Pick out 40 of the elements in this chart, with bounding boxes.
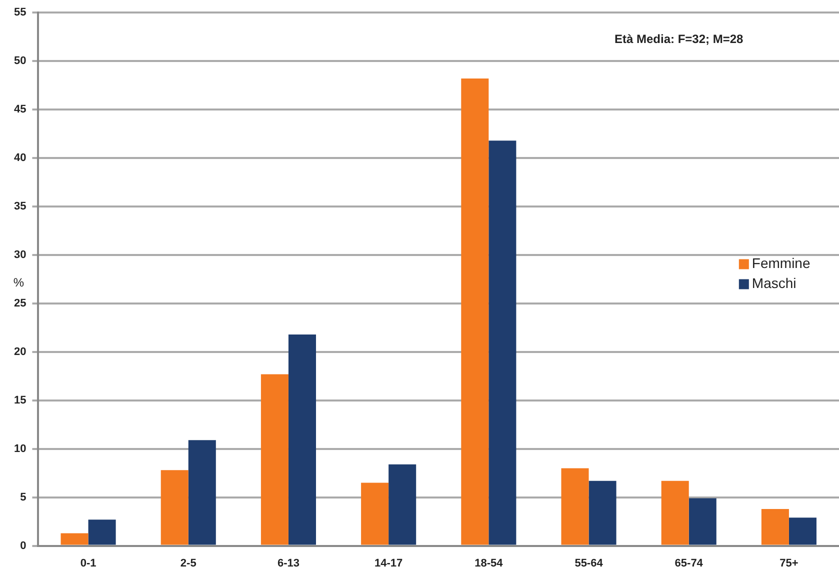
legend-label: Maschi bbox=[752, 275, 796, 292]
y-tick-label: 25 bbox=[14, 297, 26, 310]
bar bbox=[388, 464, 416, 545]
bar bbox=[588, 480, 616, 545]
bar bbox=[361, 482, 389, 545]
bar bbox=[761, 508, 789, 545]
y-tick-label: 5 bbox=[20, 491, 26, 504]
x-tick-label: 14-17 bbox=[374, 557, 403, 570]
bar bbox=[688, 498, 716, 545]
bar bbox=[88, 520, 116, 545]
y-tick-label: 20 bbox=[14, 346, 26, 358]
y-tick-label: 55 bbox=[14, 6, 26, 19]
bar bbox=[160, 470, 188, 545]
x-tick-label: 55-64 bbox=[574, 557, 604, 570]
y-tick-label: 35 bbox=[14, 200, 26, 213]
x-tick-label: 6-13 bbox=[277, 557, 300, 570]
y-tick-label: 0 bbox=[20, 540, 26, 552]
x-tick-label: 18-54 bbox=[474, 557, 504, 570]
bar bbox=[488, 140, 516, 545]
bar bbox=[188, 440, 216, 545]
x-tick-label: 75+ bbox=[780, 557, 798, 570]
y-tick-label: 50 bbox=[14, 55, 26, 68]
y-tick-label: 15 bbox=[14, 394, 26, 406]
y-tick-label: 10 bbox=[14, 442, 26, 455]
bar bbox=[288, 334, 316, 545]
x-tick-label: 0-1 bbox=[80, 557, 96, 570]
x-tick-label: 2-5 bbox=[180, 557, 196, 570]
y-tick-label: 45 bbox=[14, 104, 26, 116]
bar bbox=[788, 518, 816, 545]
bar bbox=[561, 468, 589, 545]
annotation: Età Media: F=32; M=28 bbox=[614, 32, 744, 46]
y-tick-label: 40 bbox=[14, 152, 26, 164]
x-tick-label: 65-74 bbox=[674, 557, 704, 570]
y-tick-label: 30 bbox=[14, 248, 26, 261]
legend-label: Femmine bbox=[752, 255, 810, 272]
bar bbox=[461, 78, 489, 545]
y-axis-title: % bbox=[13, 276, 24, 290]
bar bbox=[661, 480, 689, 545]
bar bbox=[260, 374, 288, 545]
bar bbox=[60, 533, 88, 545]
